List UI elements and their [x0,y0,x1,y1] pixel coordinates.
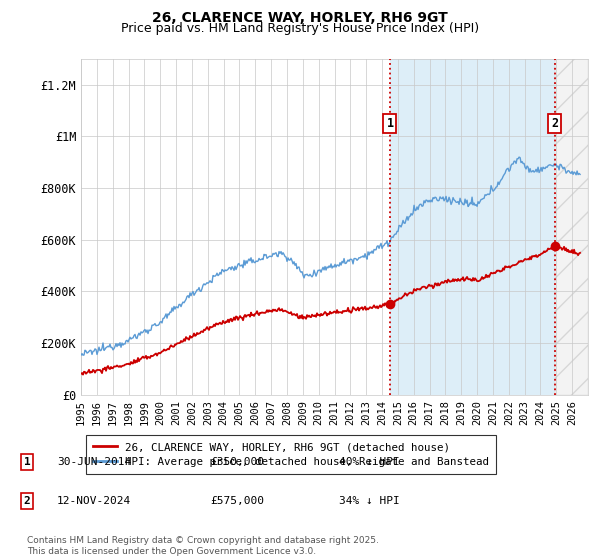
Text: 12-NOV-2024: 12-NOV-2024 [57,496,131,506]
Text: 1: 1 [386,117,394,130]
Text: 40% ↓ HPI: 40% ↓ HPI [339,457,400,467]
Text: £350,000: £350,000 [210,457,264,467]
Text: 2: 2 [23,496,31,506]
Text: Price paid vs. HM Land Registry's House Price Index (HPI): Price paid vs. HM Land Registry's House … [121,22,479,35]
Text: 1: 1 [23,457,31,467]
Text: 30-JUN-2014: 30-JUN-2014 [57,457,131,467]
Text: 34% ↓ HPI: 34% ↓ HPI [339,496,400,506]
Bar [390,59,555,395]
Text: Contains HM Land Registry data © Crown copyright and database right 2025.
This d: Contains HM Land Registry data © Crown c… [27,536,379,556]
Text: £575,000: £575,000 [210,496,264,506]
Text: 2: 2 [551,117,558,130]
Bar [555,59,588,395]
Text: 26, CLARENCE WAY, HORLEY, RH6 9GT: 26, CLARENCE WAY, HORLEY, RH6 9GT [152,11,448,25]
Legend: 26, CLARENCE WAY, HORLEY, RH6 9GT (detached house), HPI: Average price, detached: 26, CLARENCE WAY, HORLEY, RH6 9GT (detac… [86,436,496,474]
